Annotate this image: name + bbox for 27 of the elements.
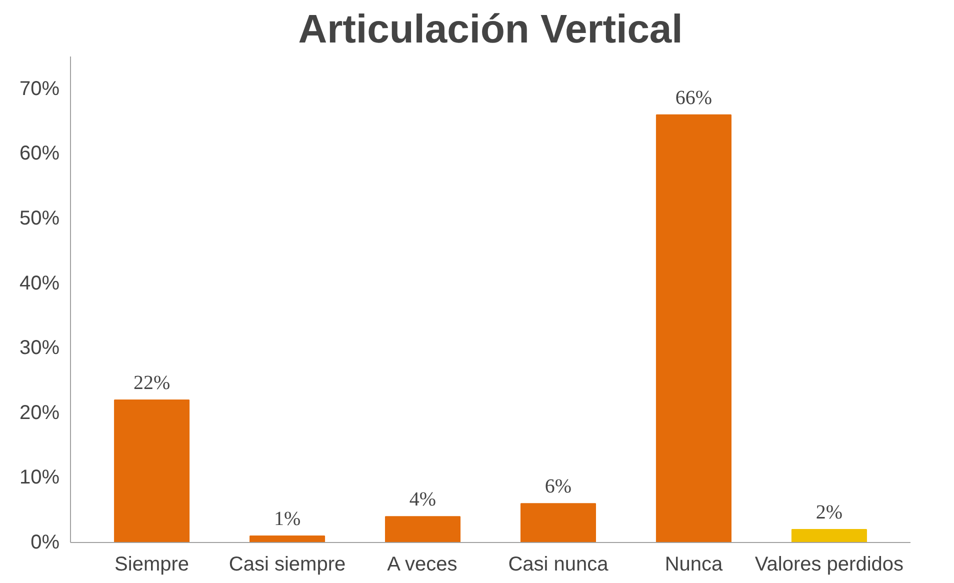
y-tick-label: 30%: [19, 337, 60, 360]
chart-title: Articulación Vertical: [298, 8, 683, 52]
x-tick-label: Casi siempre: [228, 554, 346, 576]
x-tick-label: A veces: [387, 554, 458, 576]
data-label: 66%: [675, 86, 712, 109]
y-tick-label: 70%: [19, 78, 60, 100]
x-tick-label: Valores perdidos: [754, 554, 904, 576]
bar: [656, 114, 732, 542]
data-label: 1%: [274, 508, 301, 530]
y-tick-label: 10%: [19, 466, 60, 489]
bar: [791, 529, 867, 542]
data-label: 6%: [544, 476, 572, 498]
y-tick-label: 60%: [19, 142, 60, 165]
x-tick-label: Nunca: [664, 554, 724, 576]
data-label: 22%: [133, 372, 170, 394]
bar: [520, 503, 596, 542]
y-tick-label: 40%: [19, 272, 60, 294]
data-label: 2%: [816, 502, 843, 524]
x-tick-label: Casi nunca: [508, 554, 610, 576]
y-tick-label: 20%: [19, 402, 60, 424]
bar: [385, 516, 461, 542]
y-tick-label: 50%: [19, 208, 60, 230]
x-tick-label: Siempre: [114, 554, 190, 576]
bar: [250, 536, 326, 542]
bar: [114, 399, 190, 542]
data-label: 4%: [409, 488, 436, 511]
y-tick-label: 0%: [30, 532, 60, 554]
